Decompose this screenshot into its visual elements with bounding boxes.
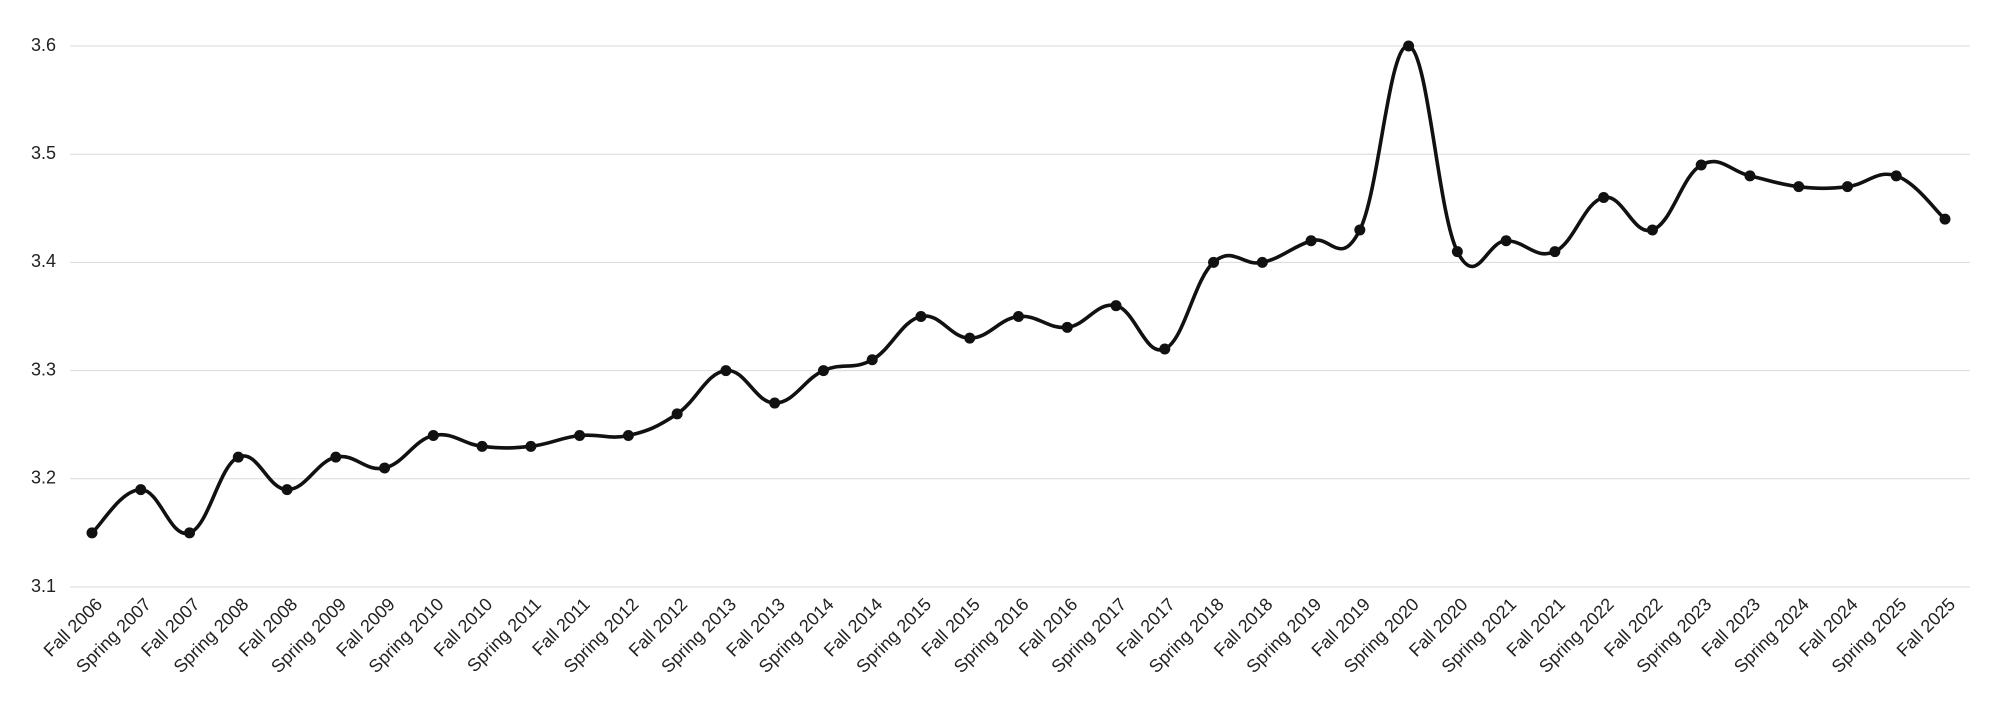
point xyxy=(1646,224,1658,236)
point xyxy=(1939,213,1951,225)
point xyxy=(1208,256,1220,268)
line xyxy=(90,44,1947,536)
y-tick-label: 3.6 xyxy=(31,35,56,55)
point xyxy=(1598,191,1610,203)
y-tick-label: 3.5 xyxy=(31,143,56,163)
point xyxy=(281,484,293,496)
point xyxy=(1695,159,1707,171)
point xyxy=(915,311,927,322)
y-tick-label: 3.2 xyxy=(31,468,56,488)
point xyxy=(427,430,439,442)
point xyxy=(1744,170,1756,182)
point xyxy=(1256,256,1268,268)
point xyxy=(769,397,781,409)
point xyxy=(1451,246,1463,258)
point xyxy=(1549,246,1561,258)
point xyxy=(1110,300,1122,312)
point xyxy=(1159,343,1171,355)
point xyxy=(817,365,829,377)
point xyxy=(379,462,391,474)
point xyxy=(1841,181,1853,193)
point xyxy=(330,451,342,463)
y-tick-label: 3.4 xyxy=(31,251,56,271)
point xyxy=(1500,235,1512,247)
point xyxy=(720,365,732,377)
point xyxy=(476,440,488,452)
point xyxy=(1354,224,1366,236)
point xyxy=(1403,40,1415,52)
point xyxy=(964,332,976,344)
y-tick-label: 3.3 xyxy=(31,359,56,379)
y-tick-label: 3.1 xyxy=(31,576,56,596)
point xyxy=(232,451,244,463)
point xyxy=(622,430,634,442)
point xyxy=(135,484,147,496)
point xyxy=(525,440,537,452)
point xyxy=(574,430,586,442)
point xyxy=(1305,235,1317,247)
point xyxy=(86,527,98,539)
point xyxy=(671,408,683,420)
point xyxy=(1061,321,1073,333)
point xyxy=(1890,170,1902,182)
point xyxy=(866,354,878,366)
point xyxy=(1013,311,1024,322)
point xyxy=(184,527,196,539)
point xyxy=(1793,181,1805,193)
